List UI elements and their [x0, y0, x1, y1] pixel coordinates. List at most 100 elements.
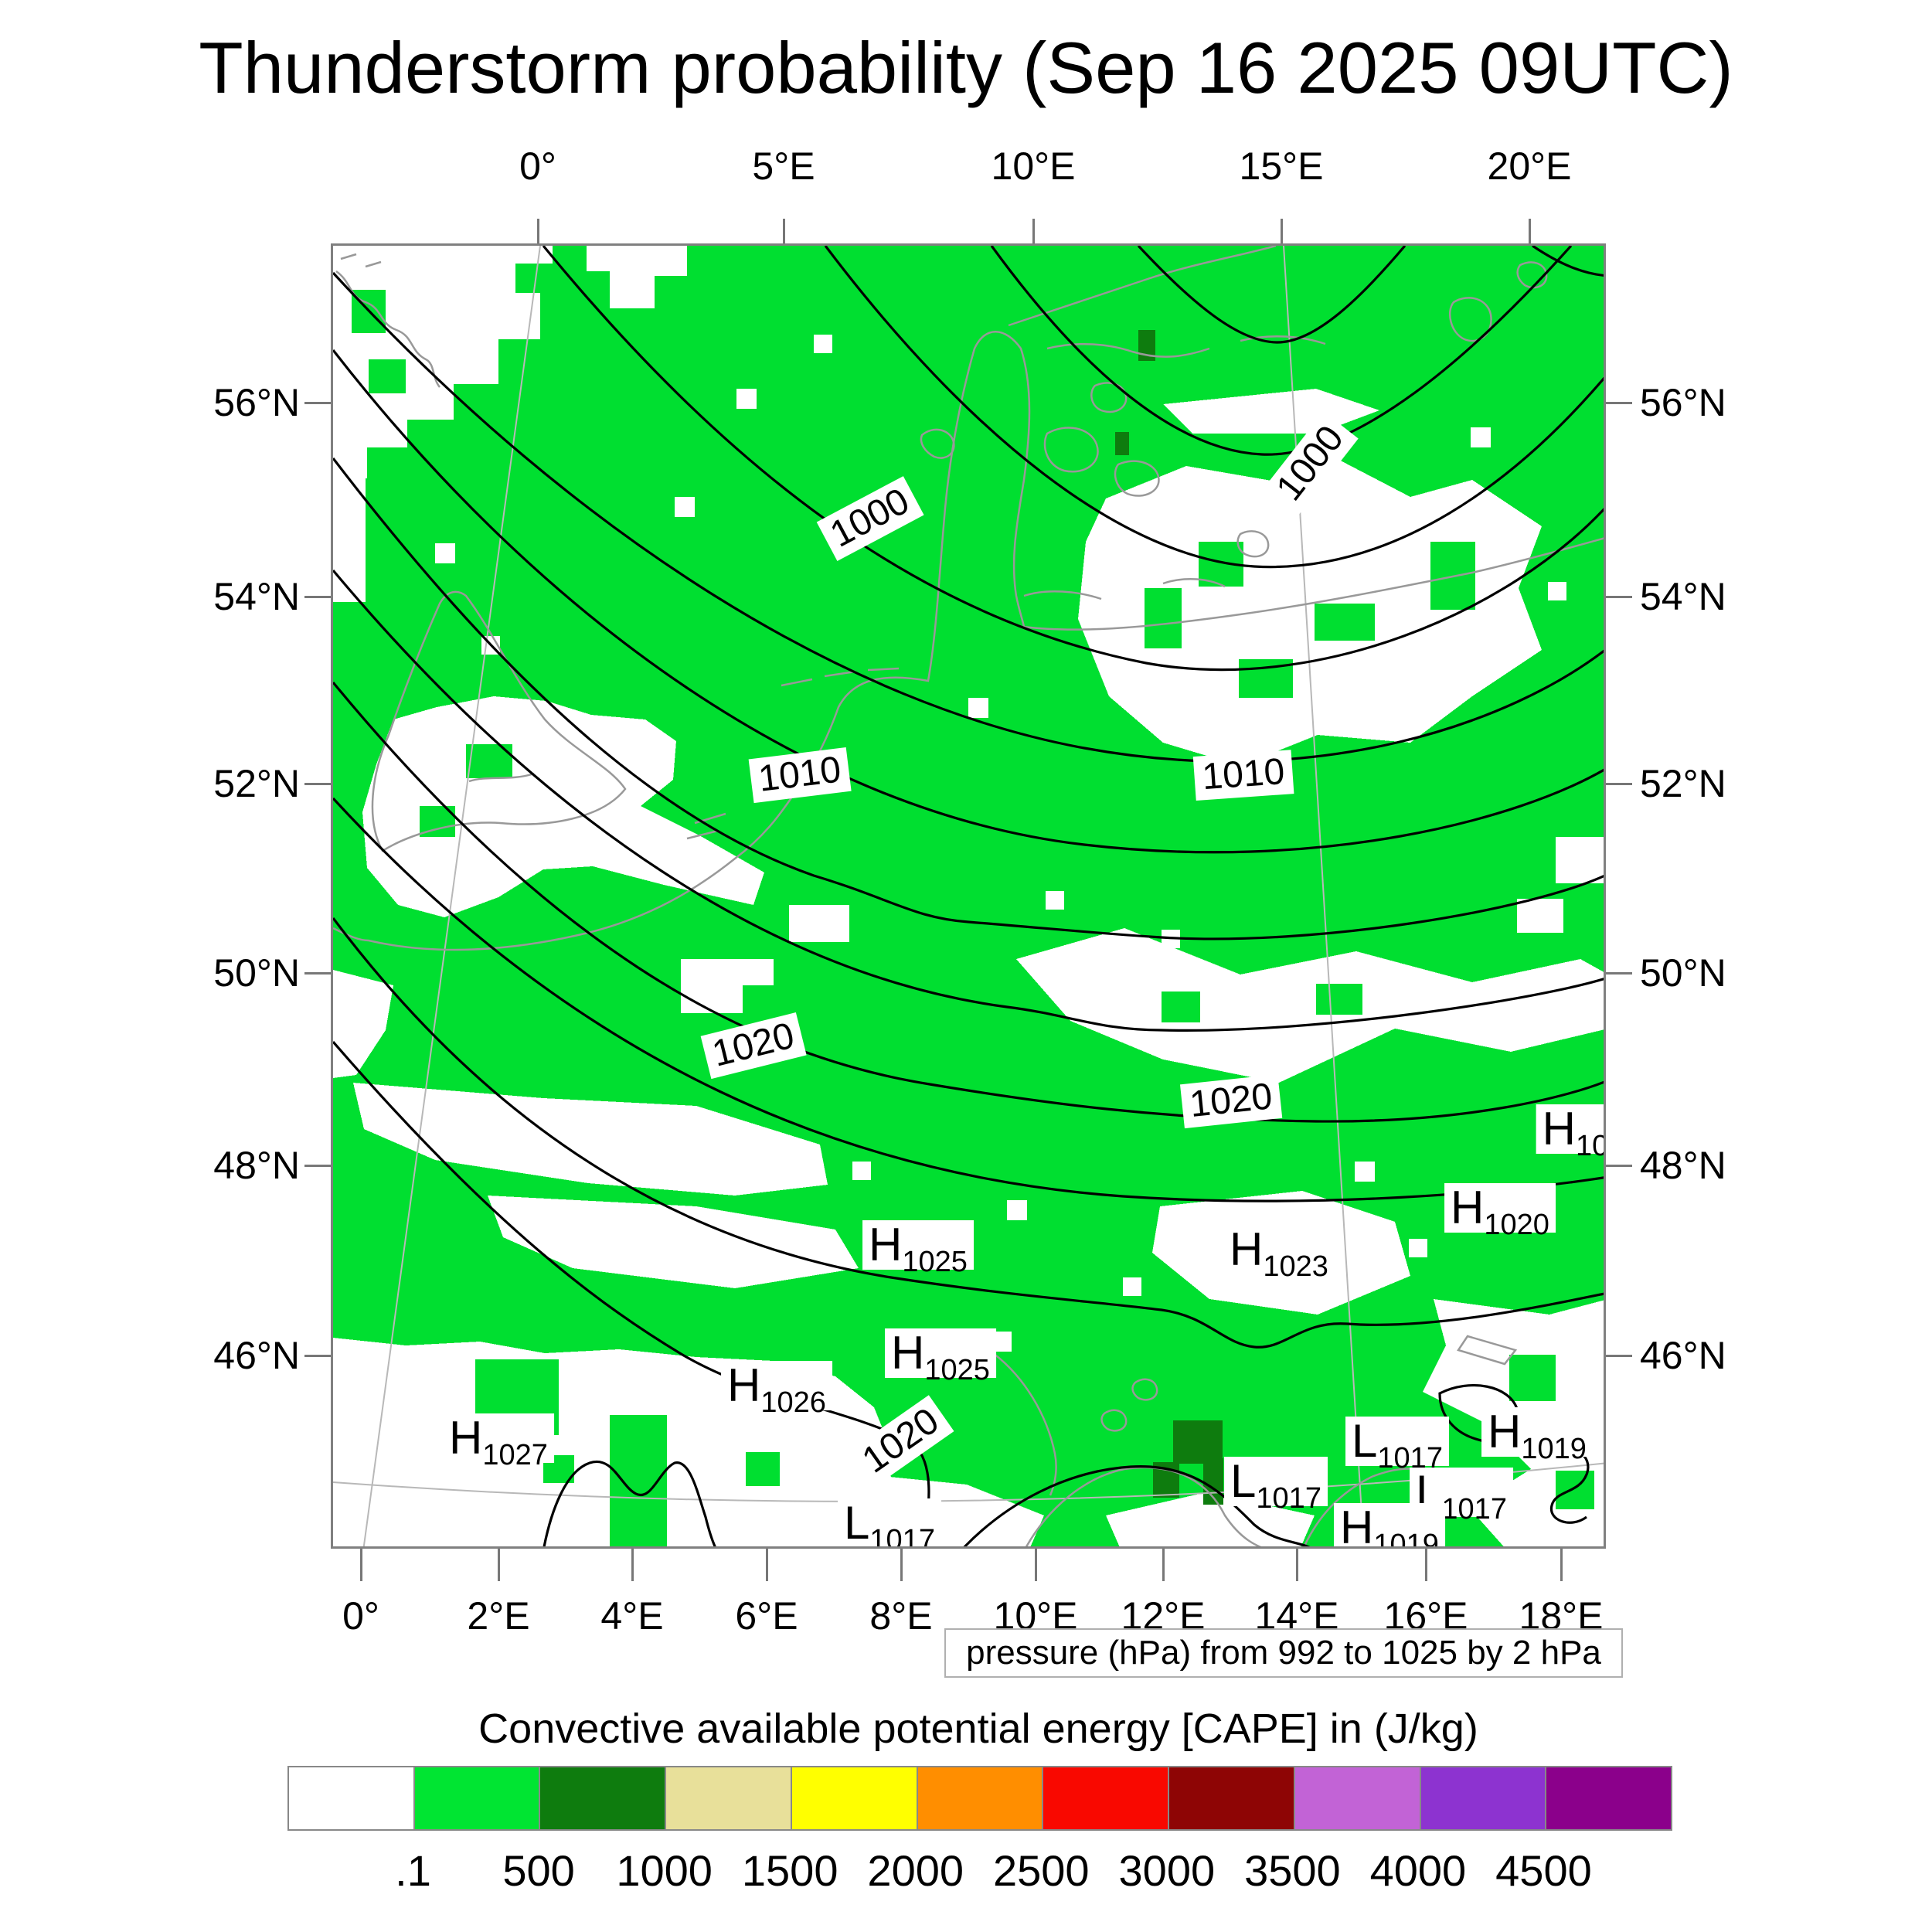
axis-tick-top [1529, 219, 1531, 243]
cape-colorbar-cell [1293, 1767, 1420, 1829]
pressure-letter: H [1451, 1182, 1485, 1233]
pressure-marker-h1019: H1019 [1334, 1503, 1445, 1549]
axis-label-left: 52°N [213, 762, 300, 805]
pressure-letter: H [449, 1412, 483, 1464]
pressure-marker-h1025: H1025 [885, 1327, 996, 1385]
pressure-marker-l1017: L1017 [1224, 1457, 1328, 1513]
axis-tick-bottom [1035, 1549, 1037, 1581]
axis-tick-right [1606, 596, 1632, 598]
pressure-letter: H [891, 1327, 925, 1379]
axis-tick-right [1606, 1165, 1632, 1167]
cape-colorbar-label: .1 [395, 1846, 431, 1895]
pressure-letter: H [1542, 1103, 1576, 1155]
cape-colorbar-label: 2000 [867, 1846, 964, 1895]
pressure-marker-h1027: H1027 [443, 1412, 554, 1470]
axis-label-top: 15°E [1239, 145, 1324, 188]
cape-colorbar-cell [790, 1767, 917, 1829]
cape-colorbar-cell [1419, 1767, 1546, 1829]
cape-colorbar-cell [665, 1767, 791, 1829]
pressure-marker-h1026: H1026 [721, 1359, 832, 1417]
pressure-value: 102 [1575, 1130, 1604, 1162]
axis-tick-bottom [1560, 1549, 1563, 1581]
pressure-value: 1020 [1484, 1209, 1549, 1241]
cape-colorbar-cell [289, 1767, 413, 1829]
pressure-value: 1017 [1441, 1493, 1507, 1526]
axis-tick-right [1606, 402, 1632, 404]
cape-colorbar-label: 1500 [741, 1846, 838, 1895]
axis-label-right: 54°N [1640, 575, 1726, 618]
axis-tick-bottom [766, 1549, 768, 1581]
page-title: Thunderstorm probability (Sep 16 2025 09… [199, 27, 1733, 108]
axis-tick-bottom [1162, 1549, 1165, 1581]
axis-tick-top [1032, 219, 1035, 243]
axis-label-right: 52°N [1640, 762, 1726, 805]
axis-label-left: 46°N [213, 1334, 300, 1377]
cape-colorbar-label: 4500 [1495, 1846, 1592, 1895]
pressure-marker-h102: H102 [1536, 1103, 1604, 1161]
axis-tick-right [1606, 1355, 1632, 1357]
isobar-contours [333, 246, 1604, 1546]
pressure-value: 1027 [482, 1439, 548, 1471]
axis-label-bottom: 8°E [869, 1594, 933, 1638]
pressure-value: 1017 [1256, 1482, 1321, 1515]
axis-tick-top [1281, 219, 1283, 243]
axis-tick-top [783, 219, 785, 243]
axis-label-top: 0° [519, 145, 556, 188]
cape-colorbar-cell [1168, 1767, 1294, 1829]
axis-label-top: 10°E [991, 145, 1076, 188]
cape-white-regions [333, 246, 1604, 1546]
axis-label-bottom: 2°E [467, 1594, 530, 1638]
cape-colorbar-label: 4000 [1369, 1846, 1467, 1895]
cape-legend-title: Convective available potential energy [C… [478, 1706, 1478, 1752]
cape-colorbar-label: 2500 [992, 1846, 1090, 1895]
pressure-letter: L [844, 1497, 870, 1549]
axis-label-bottom: 0° [342, 1594, 379, 1638]
pressure-value: 1025 [924, 1354, 990, 1386]
axis-tick-bottom [360, 1549, 362, 1581]
pressure-letter: H [727, 1359, 761, 1411]
pressure-marker-l1017: L1017 [1345, 1415, 1449, 1473]
axis-tick-bottom [1296, 1549, 1298, 1581]
axis-label-left: 56°N [213, 381, 300, 424]
axis-tick-left [304, 1355, 331, 1357]
axis-tick-left [304, 596, 331, 598]
axis-tick-left [304, 783, 331, 785]
axis-label-left: 54°N [213, 575, 300, 618]
axis-label-top: 5°E [752, 145, 815, 188]
axis-tick-left [304, 972, 331, 975]
axis-tick-bottom [1425, 1549, 1427, 1581]
pressure-letter: H [1230, 1223, 1264, 1275]
cape-colorbar-label: 3500 [1244, 1846, 1341, 1895]
cape-colorbar-cell [1042, 1767, 1168, 1829]
pressure-value: 1023 [1263, 1250, 1328, 1283]
pressure-marker-h1023: H1023 [1223, 1223, 1335, 1281]
pressure-value: 1019 [1373, 1529, 1439, 1549]
cape-colorbar-cell [916, 1767, 1043, 1829]
cape-colorbar-label: 1000 [616, 1846, 713, 1895]
axis-label-right: 56°N [1640, 381, 1726, 424]
pressure-value: 1026 [760, 1386, 826, 1419]
pressure-letter: L [1352, 1415, 1378, 1467]
pressure-value: 1025 [902, 1246, 968, 1278]
cape-colorbar [287, 1766, 1672, 1831]
axis-label-left: 50°N [213, 951, 300, 995]
axis-label-right: 46°N [1640, 1334, 1726, 1377]
axis-label-top: 20°E [1487, 145, 1572, 188]
pressure-letter: H [869, 1219, 903, 1270]
pressure-marker-h1019: H1019 [1481, 1406, 1593, 1464]
axis-tick-left [304, 402, 331, 404]
axis-label-bottom: 4°E [600, 1594, 664, 1638]
cape-colorbar-label: 500 [502, 1846, 575, 1895]
axis-label-bottom: 6°E [735, 1594, 798, 1638]
isobar-label: 1010 [1192, 750, 1294, 801]
cape-colorbar-label: 3000 [1118, 1846, 1216, 1895]
axis-label-left: 48°N [213, 1144, 300, 1187]
axis-label-right: 50°N [1640, 951, 1726, 995]
axis-tick-bottom [900, 1549, 903, 1581]
pressure-value: 1017 [869, 1524, 935, 1549]
axis-tick-right [1606, 783, 1632, 785]
cape-colorbar-cell [539, 1767, 665, 1829]
axis-tick-bottom [631, 1549, 634, 1581]
pressure-letter: H [1488, 1406, 1522, 1458]
